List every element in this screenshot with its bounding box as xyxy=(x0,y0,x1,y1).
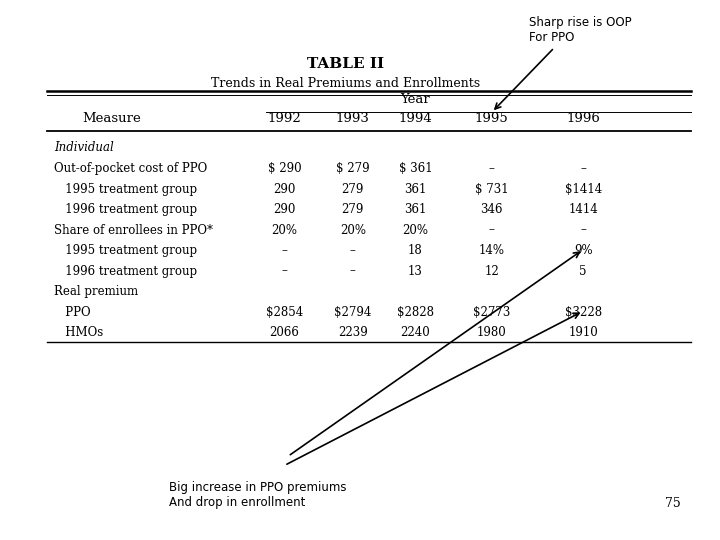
Text: 1996 treatment group: 1996 treatment group xyxy=(54,265,197,278)
Text: 2066: 2066 xyxy=(269,326,300,339)
Text: Big increase in PPO premiums
And drop in enrollment: Big increase in PPO premiums And drop in… xyxy=(169,481,347,509)
Text: 1992: 1992 xyxy=(268,112,301,125)
Text: 13: 13 xyxy=(408,265,423,278)
Text: Share of enrollees in PPO*: Share of enrollees in PPO* xyxy=(54,224,213,237)
Text: 290: 290 xyxy=(273,203,296,216)
Text: 20%: 20% xyxy=(340,224,366,237)
Text: Trends in Real Premiums and Enrollments: Trends in Real Premiums and Enrollments xyxy=(211,77,480,90)
Text: 9%: 9% xyxy=(574,244,593,257)
Text: $ 731: $ 731 xyxy=(475,183,508,195)
Text: $ 279: $ 279 xyxy=(336,162,369,175)
Text: 20%: 20% xyxy=(402,224,428,237)
Text: 20%: 20% xyxy=(271,224,297,237)
Text: $2828: $2828 xyxy=(397,306,434,319)
Text: TABLE II: TABLE II xyxy=(307,57,384,71)
Text: 1995 treatment group: 1995 treatment group xyxy=(54,183,197,195)
Text: 1995: 1995 xyxy=(475,112,508,125)
Text: $2854: $2854 xyxy=(266,306,303,319)
Text: $2773: $2773 xyxy=(473,306,510,319)
Text: –: – xyxy=(489,162,495,175)
Text: 12: 12 xyxy=(485,265,499,278)
Text: $ 361: $ 361 xyxy=(399,162,432,175)
Text: 1996 treatment group: 1996 treatment group xyxy=(54,203,197,216)
Text: –: – xyxy=(489,224,495,237)
Text: Measure: Measure xyxy=(82,112,141,125)
Text: 2239: 2239 xyxy=(338,326,368,339)
Text: 1980: 1980 xyxy=(477,326,507,339)
Text: 1994: 1994 xyxy=(399,112,432,125)
Text: 1910: 1910 xyxy=(568,326,598,339)
Text: 279: 279 xyxy=(341,183,364,195)
Text: 290: 290 xyxy=(273,183,296,195)
Text: –: – xyxy=(350,265,356,278)
Text: $2794: $2794 xyxy=(334,306,372,319)
Text: 2240: 2240 xyxy=(400,326,431,339)
Text: Real premium: Real premium xyxy=(54,285,138,298)
Text: –: – xyxy=(580,162,586,175)
Text: 1996: 1996 xyxy=(566,112,600,125)
Text: Year: Year xyxy=(400,93,431,106)
Text: 75: 75 xyxy=(665,497,680,510)
Text: 346: 346 xyxy=(480,203,503,216)
Text: –: – xyxy=(282,244,287,257)
Text: 1995 treatment group: 1995 treatment group xyxy=(54,244,197,257)
Text: 361: 361 xyxy=(404,203,427,216)
Text: 279: 279 xyxy=(341,203,364,216)
Text: Individual: Individual xyxy=(54,141,114,154)
Text: 1414: 1414 xyxy=(568,203,598,216)
Text: Out-of-pocket cost of PPO: Out-of-pocket cost of PPO xyxy=(54,162,207,175)
Text: 5: 5 xyxy=(580,265,587,278)
Text: –: – xyxy=(580,224,586,237)
Text: $ 290: $ 290 xyxy=(268,162,301,175)
Text: 1993: 1993 xyxy=(336,112,370,125)
Text: –: – xyxy=(350,244,356,257)
Text: 18: 18 xyxy=(408,244,423,257)
Text: –: – xyxy=(282,265,287,278)
Text: Sharp rise is OOP
For PPO: Sharp rise is OOP For PPO xyxy=(529,16,632,44)
Text: 14%: 14% xyxy=(479,244,505,257)
Text: $3228: $3228 xyxy=(564,306,602,319)
Text: $1414: $1414 xyxy=(564,183,602,195)
Text: 361: 361 xyxy=(404,183,427,195)
Text: PPO: PPO xyxy=(54,306,91,319)
Text: HMOs: HMOs xyxy=(54,326,103,339)
